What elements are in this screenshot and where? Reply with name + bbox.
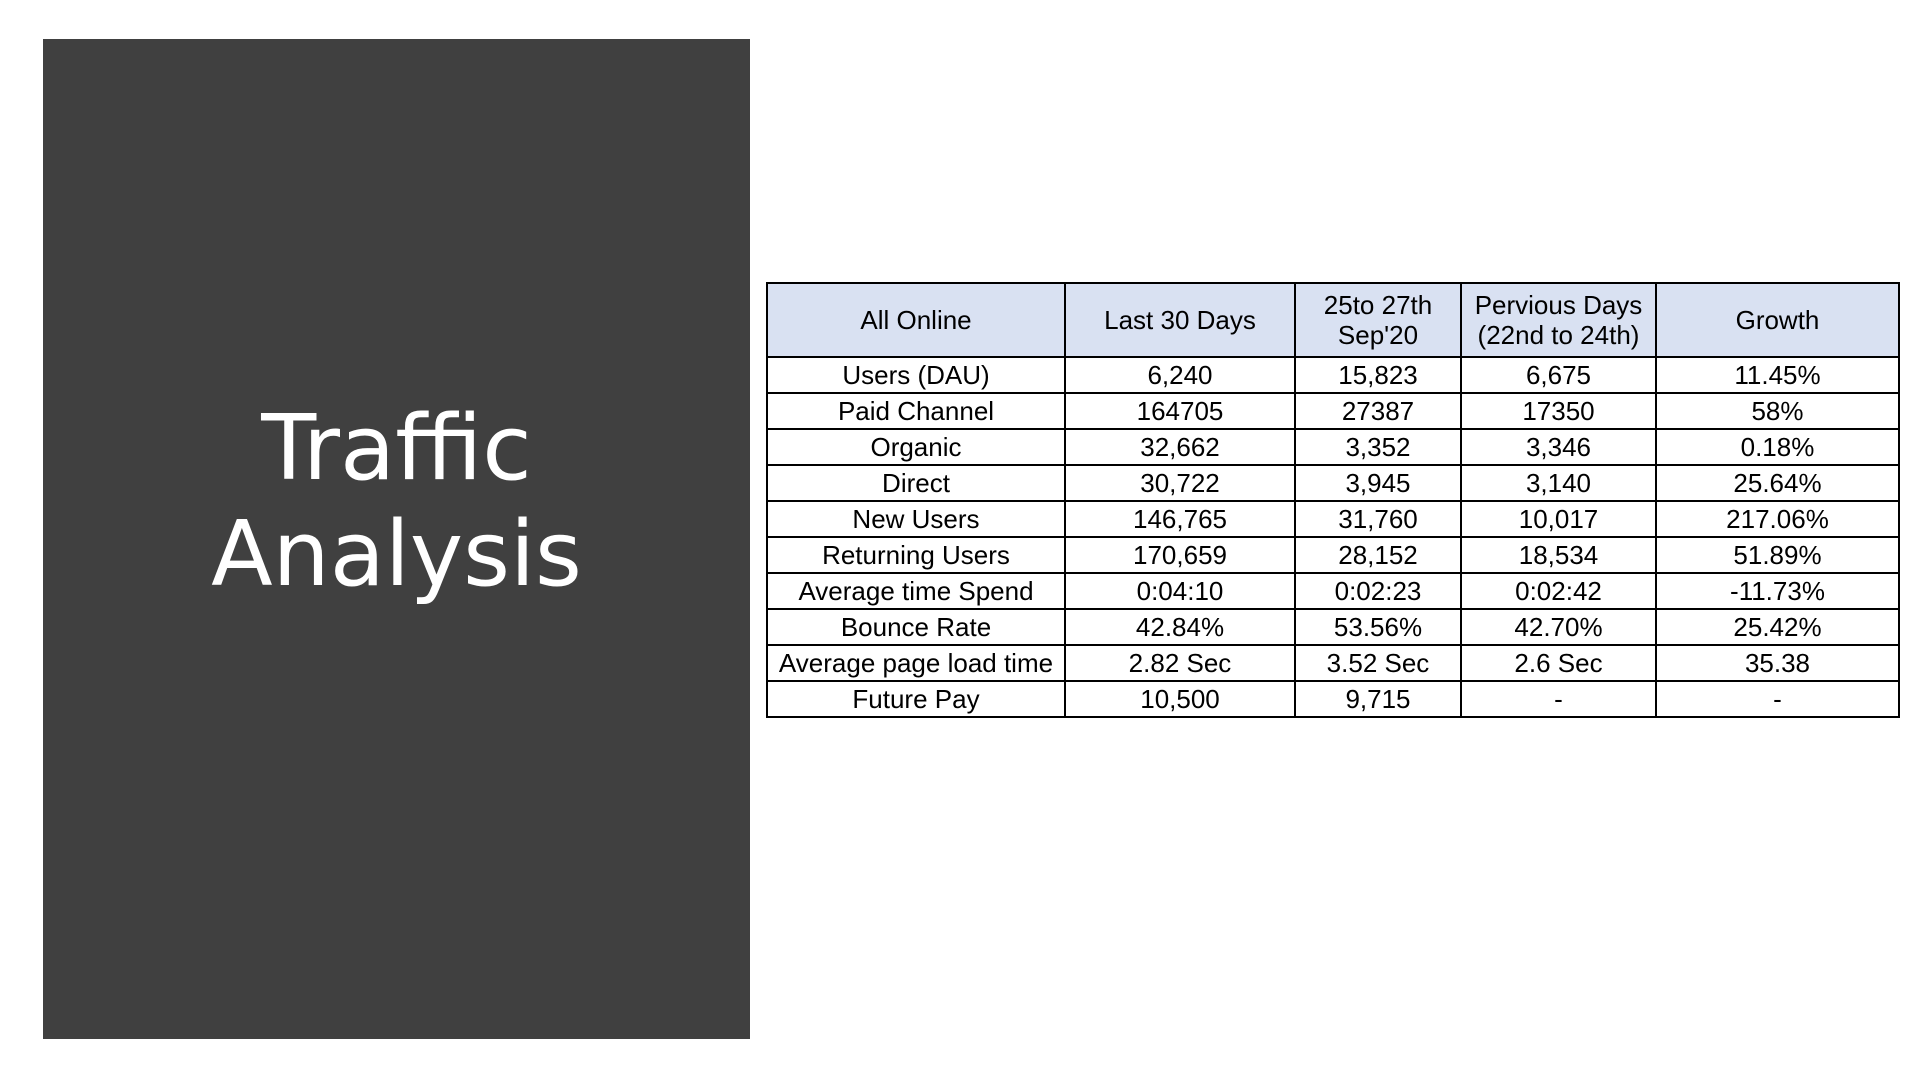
table-row: Future Pay 10,500 9,715- -: [766, 680, 1900, 718]
table-cell: 31,760: [1294, 500, 1462, 538]
table-row: Bounce Rate 42.84% 53.56% 42.70% 25.42%: [766, 608, 1900, 646]
table-cell: 58%: [1655, 392, 1900, 430]
table-row: New Users 146,765 31,760 10,017 217.06%: [766, 500, 1900, 538]
table-cell: 9,715: [1294, 680, 1462, 718]
table-row: Organic 32,662 3,352 3,346 0.18%: [766, 428, 1900, 466]
slide-title: Traffic Analysis: [211, 396, 582, 608]
table-cell: 3,346: [1460, 428, 1657, 466]
column-header: Pervious Days (22nd to 24th): [1460, 282, 1657, 358]
row-label-cell: Paid Channel: [766, 392, 1066, 430]
column-header-text: Last 30 Days: [1104, 305, 1256, 335]
table-cell: 170,659: [1064, 536, 1296, 574]
row-label-cell: Future Pay: [766, 680, 1066, 718]
column-header-text: Growth: [1735, 305, 1820, 335]
table-cell: 3,140: [1460, 464, 1657, 502]
table-cell: 0:02:42: [1460, 572, 1657, 610]
table-cell: 32,662: [1064, 428, 1296, 466]
column-header: 25to 27th Sep'20: [1294, 282, 1462, 358]
table-cell: 3,352: [1294, 428, 1462, 466]
table-row: Returning Users 170,659 28,152 18,534 51.89%: [766, 536, 1900, 574]
table-cell: 42.70%: [1460, 608, 1657, 646]
column-header: Growth: [1655, 282, 1900, 358]
table-cell: 10,017: [1460, 500, 1657, 538]
table-cell: 0.18%: [1655, 428, 1900, 466]
table-header-row: All Online Last 30 Days 25to 27th Sep'20 Per…: [766, 282, 1900, 358]
table-cell: 42.84%: [1064, 608, 1296, 646]
table-cell: 2.6 Sec: [1460, 644, 1657, 682]
table-row: Average time Spend 0:04:10 0:02:23 0:02:42-…: [766, 572, 1900, 610]
table-cell: 6,675: [1460, 356, 1657, 394]
table-cell: -: [1460, 680, 1657, 718]
column-header-text: (22nd to 24th): [1477, 320, 1640, 350]
table-cell: 11.45%: [1655, 356, 1900, 394]
table-cell: 15,823: [1294, 356, 1462, 394]
table-cell: 53.56%: [1294, 608, 1462, 646]
column-header-text: Pervious Days: [1474, 290, 1643, 320]
table-cell: 27387: [1294, 392, 1462, 430]
row-label-cell: Organic: [766, 428, 1066, 466]
table-cell: 25.64%: [1655, 464, 1900, 502]
column-header-text: All Online: [860, 305, 972, 335]
slide-title-line-2: Analysis: [211, 502, 582, 607]
column-header: Last 30 Days: [1064, 282, 1296, 358]
table-cell: -: [1655, 680, 1900, 718]
table-cell: 25.42%: [1655, 608, 1900, 646]
table-cell: 35.38: [1655, 644, 1900, 682]
table-cell: 146,765: [1064, 500, 1296, 538]
traffic-table: All Online Last 30 Days 25to 27th Sep'20 Per…: [766, 282, 1900, 718]
table-row: Average page load time 2.82 Sec 3.52 Sec 2.…: [766, 644, 1900, 682]
row-label-cell: Average page load time: [766, 644, 1066, 682]
table-cell: 10,500: [1064, 680, 1296, 718]
row-label-cell: Users (DAU): [766, 356, 1066, 394]
table-cell: 28,152: [1294, 536, 1462, 574]
table-cell: 30,722: [1064, 464, 1296, 502]
table-cell: 17350: [1460, 392, 1657, 430]
table-cell: 0:02:23: [1294, 572, 1462, 610]
table-cell: 0:04:10: [1064, 572, 1296, 610]
slide-title-line-1: Traffic: [261, 396, 532, 501]
row-label-cell: Bounce Rate: [766, 608, 1066, 646]
table-cell: 3,945: [1294, 464, 1462, 502]
table-cell: 2.82 Sec: [1064, 644, 1296, 682]
row-label-cell: Average time Spend: [766, 572, 1066, 610]
table-cell: -11.73%: [1655, 572, 1900, 610]
table-row: Paid Channel 164705 27387 17350 58%: [766, 392, 1900, 430]
row-label-cell: New Users: [766, 500, 1066, 538]
title-panel: Traffic Analysis: [43, 39, 750, 1039]
table-cell: 18,534: [1460, 536, 1657, 574]
column-header-text: Sep'20: [1337, 320, 1419, 350]
table-cell: 51.89%: [1655, 536, 1900, 574]
row-label-cell: Returning Users: [766, 536, 1066, 574]
row-label-cell: Direct: [766, 464, 1066, 502]
table-cell: 164705: [1064, 392, 1296, 430]
traffic-table-container: All Online Last 30 Days 25to 27th Sep'20 Per…: [766, 282, 1900, 718]
table-cell: 6,240: [1064, 356, 1296, 394]
table-cell: 3.52 Sec: [1294, 644, 1462, 682]
column-header: All Online: [766, 282, 1066, 358]
table-row: Users (DAU) 6,240 15,823 6,675 11.45%: [766, 356, 1900, 394]
table-cell: 217.06%: [1655, 500, 1900, 538]
column-header-text: 25to 27th: [1323, 290, 1433, 320]
table-body: Users (DAU) 6,240 15,823 6,675 11.45% Paid Ch…: [766, 356, 1900, 718]
table-row: Direct 30,722 3,945 3,140 25.64%: [766, 464, 1900, 502]
